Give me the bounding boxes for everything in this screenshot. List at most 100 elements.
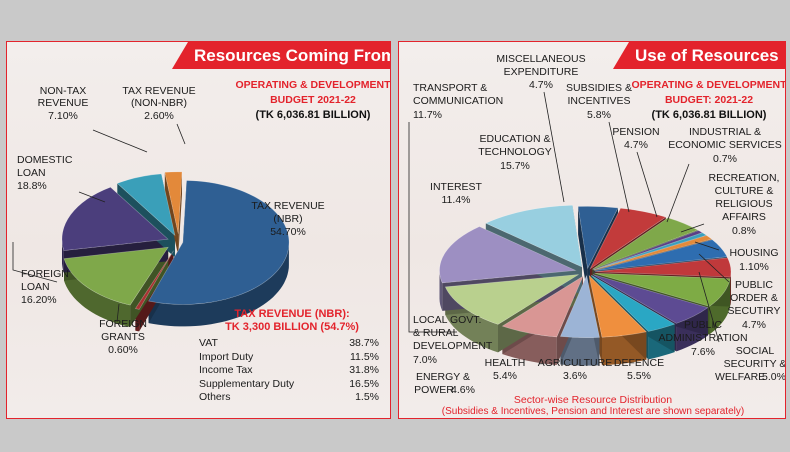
- tax-row-value: 16.5%: [349, 377, 379, 390]
- label-agriculture-1: AGRICULTURE: [538, 357, 612, 369]
- label-public-order-3: SECUTIRY: [728, 305, 781, 317]
- label-recreation-2: CULTURE &: [715, 185, 774, 197]
- resources-banner: Resources Coming From: [172, 42, 390, 69]
- tax-row-value: 11.5%: [350, 350, 379, 363]
- pie-side-domestic-loan: [62, 238, 64, 273]
- footnote-line1: Sector-wise Resource Distribution: [513, 394, 673, 406]
- pie-slice-industrial-economic-services: [593, 230, 704, 271]
- leader-line: [78, 191, 106, 203]
- pie-slice-non-tax-revenue: [116, 173, 176, 237]
- label-subsidies-value: 5.8%: [587, 109, 611, 121]
- tax-breakdown-table: VAT 38.7% Import Duty 11.5% Income Tax 31.8…: [199, 337, 379, 405]
- label-social-1: SOCIAL: [736, 345, 775, 357]
- pie-side-foreign-loan: [64, 258, 131, 328]
- label-tax-nbr-value: 54.70%: [270, 226, 306, 238]
- label-transport-1: TRANSPORT &: [413, 82, 487, 94]
- pie-slice-defence: [592, 274, 709, 324]
- pie-slice-pension: [592, 217, 699, 270]
- leader-line: [92, 129, 148, 153]
- use-pie-chart: OPERATING & DEVELOPMENT BUDGET: 2021-22 …: [408, 53, 786, 396]
- pie-slice-domestic-loan: [61, 186, 169, 251]
- label-foreign-loan-value: 16.20%: [21, 294, 57, 306]
- tax-row-value: 31.8%: [349, 364, 379, 377]
- leader-line: [543, 91, 565, 203]
- pie-slice-health: [588, 274, 647, 338]
- leader-line: [636, 151, 658, 218]
- label-pension-1: PENSION: [612, 126, 659, 138]
- label-misc-2: EXPENDITURE: [504, 66, 579, 78]
- pie-side-transport-communication: [445, 286, 498, 353]
- label-recreation-4: AFFAIRS: [722, 211, 766, 223]
- left-budget-line1: OPERATING & DEVELOPMENT: [236, 79, 391, 91]
- label-defence-1: DEFENCE: [614, 357, 664, 369]
- label-local-govt-1: LOCAL GOVT.: [413, 314, 481, 326]
- label-recreation-1: RECREATION,: [709, 172, 780, 184]
- leader-line: [698, 253, 730, 283]
- label-transport-value: 11.7%: [413, 109, 442, 121]
- label-foreign-grants-1: FOREIGN: [99, 318, 147, 330]
- pie-slice-local-govt-rural-development: [501, 275, 584, 338]
- pie-slice-education-technology: [439, 226, 577, 284]
- label-foreign-grants-2: GRANTS: [101, 331, 145, 343]
- tax-row-value: 1.5%: [355, 391, 379, 404]
- tax-row: Others 1.5%: [199, 391, 379, 405]
- tax-row-name: VAT: [199, 337, 218, 349]
- right-budget-total: (TK 6,036.81 BILLION): [652, 109, 767, 121]
- label-tax-non-nbr-value: 2.60%: [144, 110, 174, 122]
- pie-slice-transport-communication: [444, 274, 579, 325]
- label-foreign-grants-value: 0.60%: [108, 344, 138, 356]
- label-public-admin-1: PUBLIC: [684, 319, 722, 331]
- right-pie-slices: [439, 204, 732, 366]
- label-public-admin-value: 7.6%: [691, 346, 715, 358]
- label-interest-1: INTEREST: [430, 181, 483, 193]
- tax-breakdown-title-line2: TK 3,300 BILLION (54.7%): [225, 321, 359, 333]
- label-health-1: HEALTH: [485, 357, 526, 369]
- label-recreation-value: 0.8%: [732, 225, 756, 237]
- tax-row: Import Duty 11.5%: [199, 351, 379, 365]
- label-tax-nbr-1: TAX REVENUE: [251, 200, 324, 212]
- pie-slice-foreign-grants: [134, 250, 174, 310]
- pie-side-energy-power: [560, 336, 600, 366]
- pie-slice-recreation-culture-religious-affairs: [593, 232, 708, 271]
- label-public-admin-2: ADMINISTRATION: [658, 332, 747, 344]
- left-budget-line2: BUDGET 2021-22: [270, 94, 356, 106]
- label-interest-value: 11.4%: [442, 194, 471, 206]
- label-local-govt-value: 7.0%: [413, 354, 437, 366]
- label-transport-2: COMMUNICATION: [413, 95, 503, 107]
- tax-row-name: Supplementary Duty: [199, 377, 295, 390]
- left-pie-leaders: [12, 123, 186, 323]
- leader-line: [680, 223, 705, 233]
- label-industrial-value: 0.7%: [713, 153, 737, 165]
- resources-pie-chart: OPERATING & DEVELOPMENT BUDGET 2021-22 (…: [12, 79, 391, 356]
- tax-row: VAT 38.7%: [199, 337, 379, 351]
- pie-slice-tax-revenue-non-nbr: [164, 171, 183, 234]
- tax-breakdown-title: TAX REVENUE (NBR): TK 3,300 BILLION (54.…: [197, 308, 387, 334]
- leader-line: [12, 242, 58, 283]
- label-recreation-3: RELIGIOUS: [715, 198, 772, 210]
- label-tax-non-nbr-2: (NON-NBR): [131, 97, 187, 109]
- leader-line: [666, 163, 690, 223]
- leader-line: [608, 121, 630, 213]
- leader-line: [698, 271, 720, 343]
- leader-line: [176, 123, 186, 145]
- label-social-value: 5.0%: [762, 371, 786, 383]
- resources-panel: Resources Coming From OPERATING & DEVELO…: [6, 41, 391, 419]
- left-pie-slices: [61, 171, 290, 332]
- tax-row-value: 38.7%: [349, 337, 379, 349]
- label-non-tax-revenue-2: REVENUE: [38, 97, 89, 109]
- pie-slice-tax-revenue-nbr: [148, 180, 290, 305]
- tax-row-name: Others: [199, 391, 231, 404]
- right-budget-line1: OPERATING & DEVELOPMENT: [632, 79, 786, 91]
- label-subsidies-1: SUBSIDIES &: [566, 82, 632, 94]
- pie-side-social-security-welfare: [730, 271, 731, 306]
- footnote-line2: (Subsidies & Incentives, Pension and Int…: [441, 406, 745, 417]
- tax-row: Income Tax 31.8%: [199, 364, 379, 378]
- label-public-order-2: ORDER &: [730, 292, 778, 304]
- label-agriculture-value: 3.6%: [563, 370, 587, 382]
- label-domestic-loan-1: DOMESTIC: [17, 154, 73, 166]
- right-pie-leaders: [408, 91, 730, 343]
- label-industrial-1: INDUSTRIAL &: [689, 126, 761, 138]
- pie-edge-tax-revenue-non-nbr-1: [178, 171, 182, 256]
- label-local-govt-3: DEVELOPMENT: [413, 340, 493, 352]
- pie-edge-tax-revenue-non-nbr-0: [164, 172, 179, 256]
